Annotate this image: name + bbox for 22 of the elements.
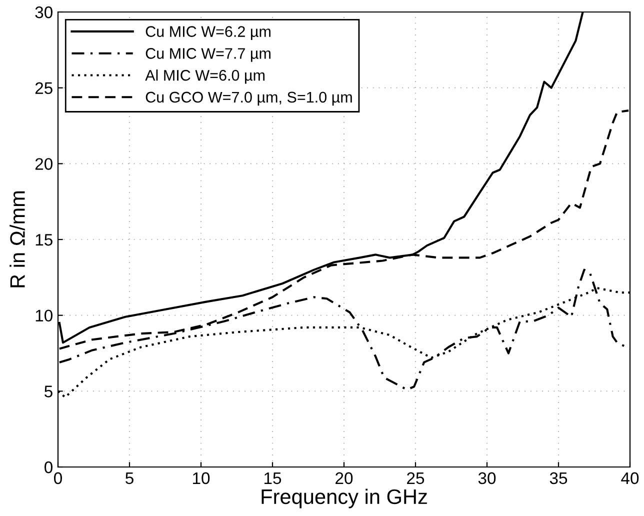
legend-label: Cu MIC W=7.7 µm <box>146 48 270 62</box>
y-tick-label: 25 <box>35 82 52 94</box>
legend-label: Cu MIC W=6.2 µm <box>146 26 270 40</box>
y-tick-label: 30 <box>35 6 52 18</box>
x-tick-label: 35 <box>550 472 568 484</box>
legend-label: Cu GCO W=7.0 µm, S=1.0 µm <box>146 92 352 106</box>
x-tick-label: 5 <box>126 472 134 484</box>
y-axis-title: R in Ω/mm <box>10 191 25 288</box>
y-tick-label: 0 <box>44 461 52 474</box>
y-tick-label: 5 <box>44 386 52 398</box>
legend-label: Al MIC W=6.0 µm <box>145 70 265 84</box>
x-tick-label: 25 <box>407 472 424 484</box>
x-tick-label: 15 <box>264 472 282 484</box>
y-tick-label: 20 <box>35 158 52 170</box>
x-tick-label: 10 <box>193 472 210 484</box>
x-tick-label: 40 <box>621 472 639 484</box>
y-tick-label: 15 <box>36 234 52 246</box>
x-tick-label: 30 <box>478 472 496 484</box>
x-axis-title: Frequency in GHz <box>262 488 427 508</box>
x-tick-label: 20 <box>336 472 353 484</box>
x-tick-label: 0 <box>54 472 62 484</box>
y-tick-label: 10 <box>36 310 52 322</box>
